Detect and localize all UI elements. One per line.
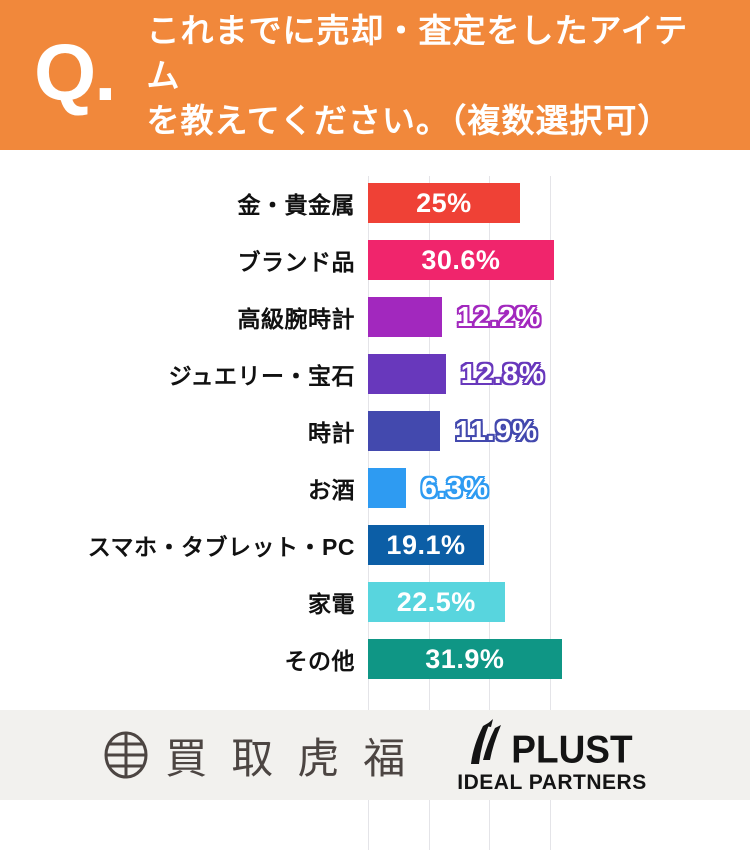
bar: 19.1%: [368, 525, 484, 565]
category-label: お酒: [308, 477, 355, 503]
bar: [368, 411, 441, 451]
kaitori-torafuku-label: 買取虎福: [165, 736, 430, 783]
category-label: その他: [284, 648, 355, 674]
chart-row: ジュエリー・宝石 12.8%: [0, 354, 750, 394]
category-label: ジュエリー・宝石: [168, 363, 355, 389]
question-mark: Q.: [34, 28, 116, 117]
chart-row: 家電 22.5%: [0, 582, 750, 622]
gridline: [428, 176, 430, 850]
value-label: 12.8%: [460, 358, 546, 389]
gridline: [550, 176, 552, 850]
bar-track: 19.1%: [368, 525, 750, 565]
category-label: 時計: [308, 420, 355, 446]
bar: [368, 354, 446, 394]
crest-icon: [104, 731, 148, 779]
value-label: 30.6%: [421, 244, 501, 275]
category-label: 高級腕時計: [237, 306, 355, 332]
gridline: [368, 176, 369, 850]
chart-row: 高級腕時計 12.2%: [0, 297, 750, 337]
question-header: Q. これまでに売却・査定をしたアイテム を教えてください。（複数選択可）: [0, 0, 750, 150]
value-label: 12.2%: [457, 301, 542, 332]
plust-logo: PLUST IDEAL PARTNERS: [457, 718, 646, 793]
bar-track: 22.5%: [368, 582, 750, 622]
brush-stroke-icon: [471, 718, 502, 764]
bar: [368, 297, 443, 337]
bar-chart: 金・貴金属 25% ブランド品 30.6% 高級腕時計 12.2% ジュエリー・宝石 12.8…: [0, 150, 750, 850]
bar-track: 31.9%: [368, 639, 750, 679]
bar: [368, 468, 407, 508]
bar-rows: 金・貴金属 25% ブランド品 30.6% 高級腕時計 12.2% ジュエリー・宝石 12.8…: [0, 150, 750, 679]
bar-track: 6.3%: [368, 468, 750, 508]
value-label: 11.9%: [455, 415, 539, 446]
grid: [368, 176, 598, 850]
chart-row: その他 31.9%: [0, 639, 750, 679]
value-label: 19.1%: [386, 529, 466, 560]
bar-track: 25%: [368, 183, 750, 223]
bar-track: 30.6%: [368, 240, 750, 280]
bar: 30.6%: [368, 240, 554, 280]
bar: 22.5%: [368, 582, 505, 622]
kaitori-torafuku-logo: 買取虎福: [103, 725, 405, 786]
footer: 買取虎福 PLUST IDEAL PARTNERS: [0, 710, 750, 800]
category-label: 家電: [308, 591, 355, 617]
bar: 25%: [368, 183, 520, 223]
chart-row: 金・貴金属 25%: [0, 183, 750, 223]
bar-track: 12.2%: [368, 297, 750, 337]
question-title: これまでに売却・査定をしたアイテム を教えてください。（複数選択可）: [146, 8, 720, 143]
chart-row: ブランド品 30.6%: [0, 240, 750, 280]
chart-row: スマホ・タブレット・PC 19.1%: [0, 525, 750, 565]
question-title-line1: これまでに売却・査定をしたアイテム: [146, 11, 689, 94]
plust-label: PLUST: [511, 727, 633, 771]
value-label: 22.5%: [396, 586, 476, 617]
category-label: ブランド品: [237, 249, 355, 275]
ideal-partners-label: IDEAL PARTNERS: [457, 770, 647, 794]
category-label: 金・貴金属: [237, 192, 355, 218]
chart-row: 時計 11.9%: [0, 411, 750, 451]
value-label: 6.3%: [421, 472, 490, 503]
bar: 31.9%: [368, 639, 562, 679]
chart-row: お酒 6.3%: [0, 468, 750, 508]
category-label: スマホ・タブレット・PC: [87, 534, 355, 560]
question-title-line2: を教えてください。（複数選択可）: [146, 101, 672, 139]
value-label: 25%: [416, 187, 472, 218]
value-label: 31.9%: [425, 643, 505, 674]
bar-track: 12.8%: [368, 354, 750, 394]
gridline: [489, 176, 491, 850]
bar-track: 11.9%: [368, 411, 750, 451]
